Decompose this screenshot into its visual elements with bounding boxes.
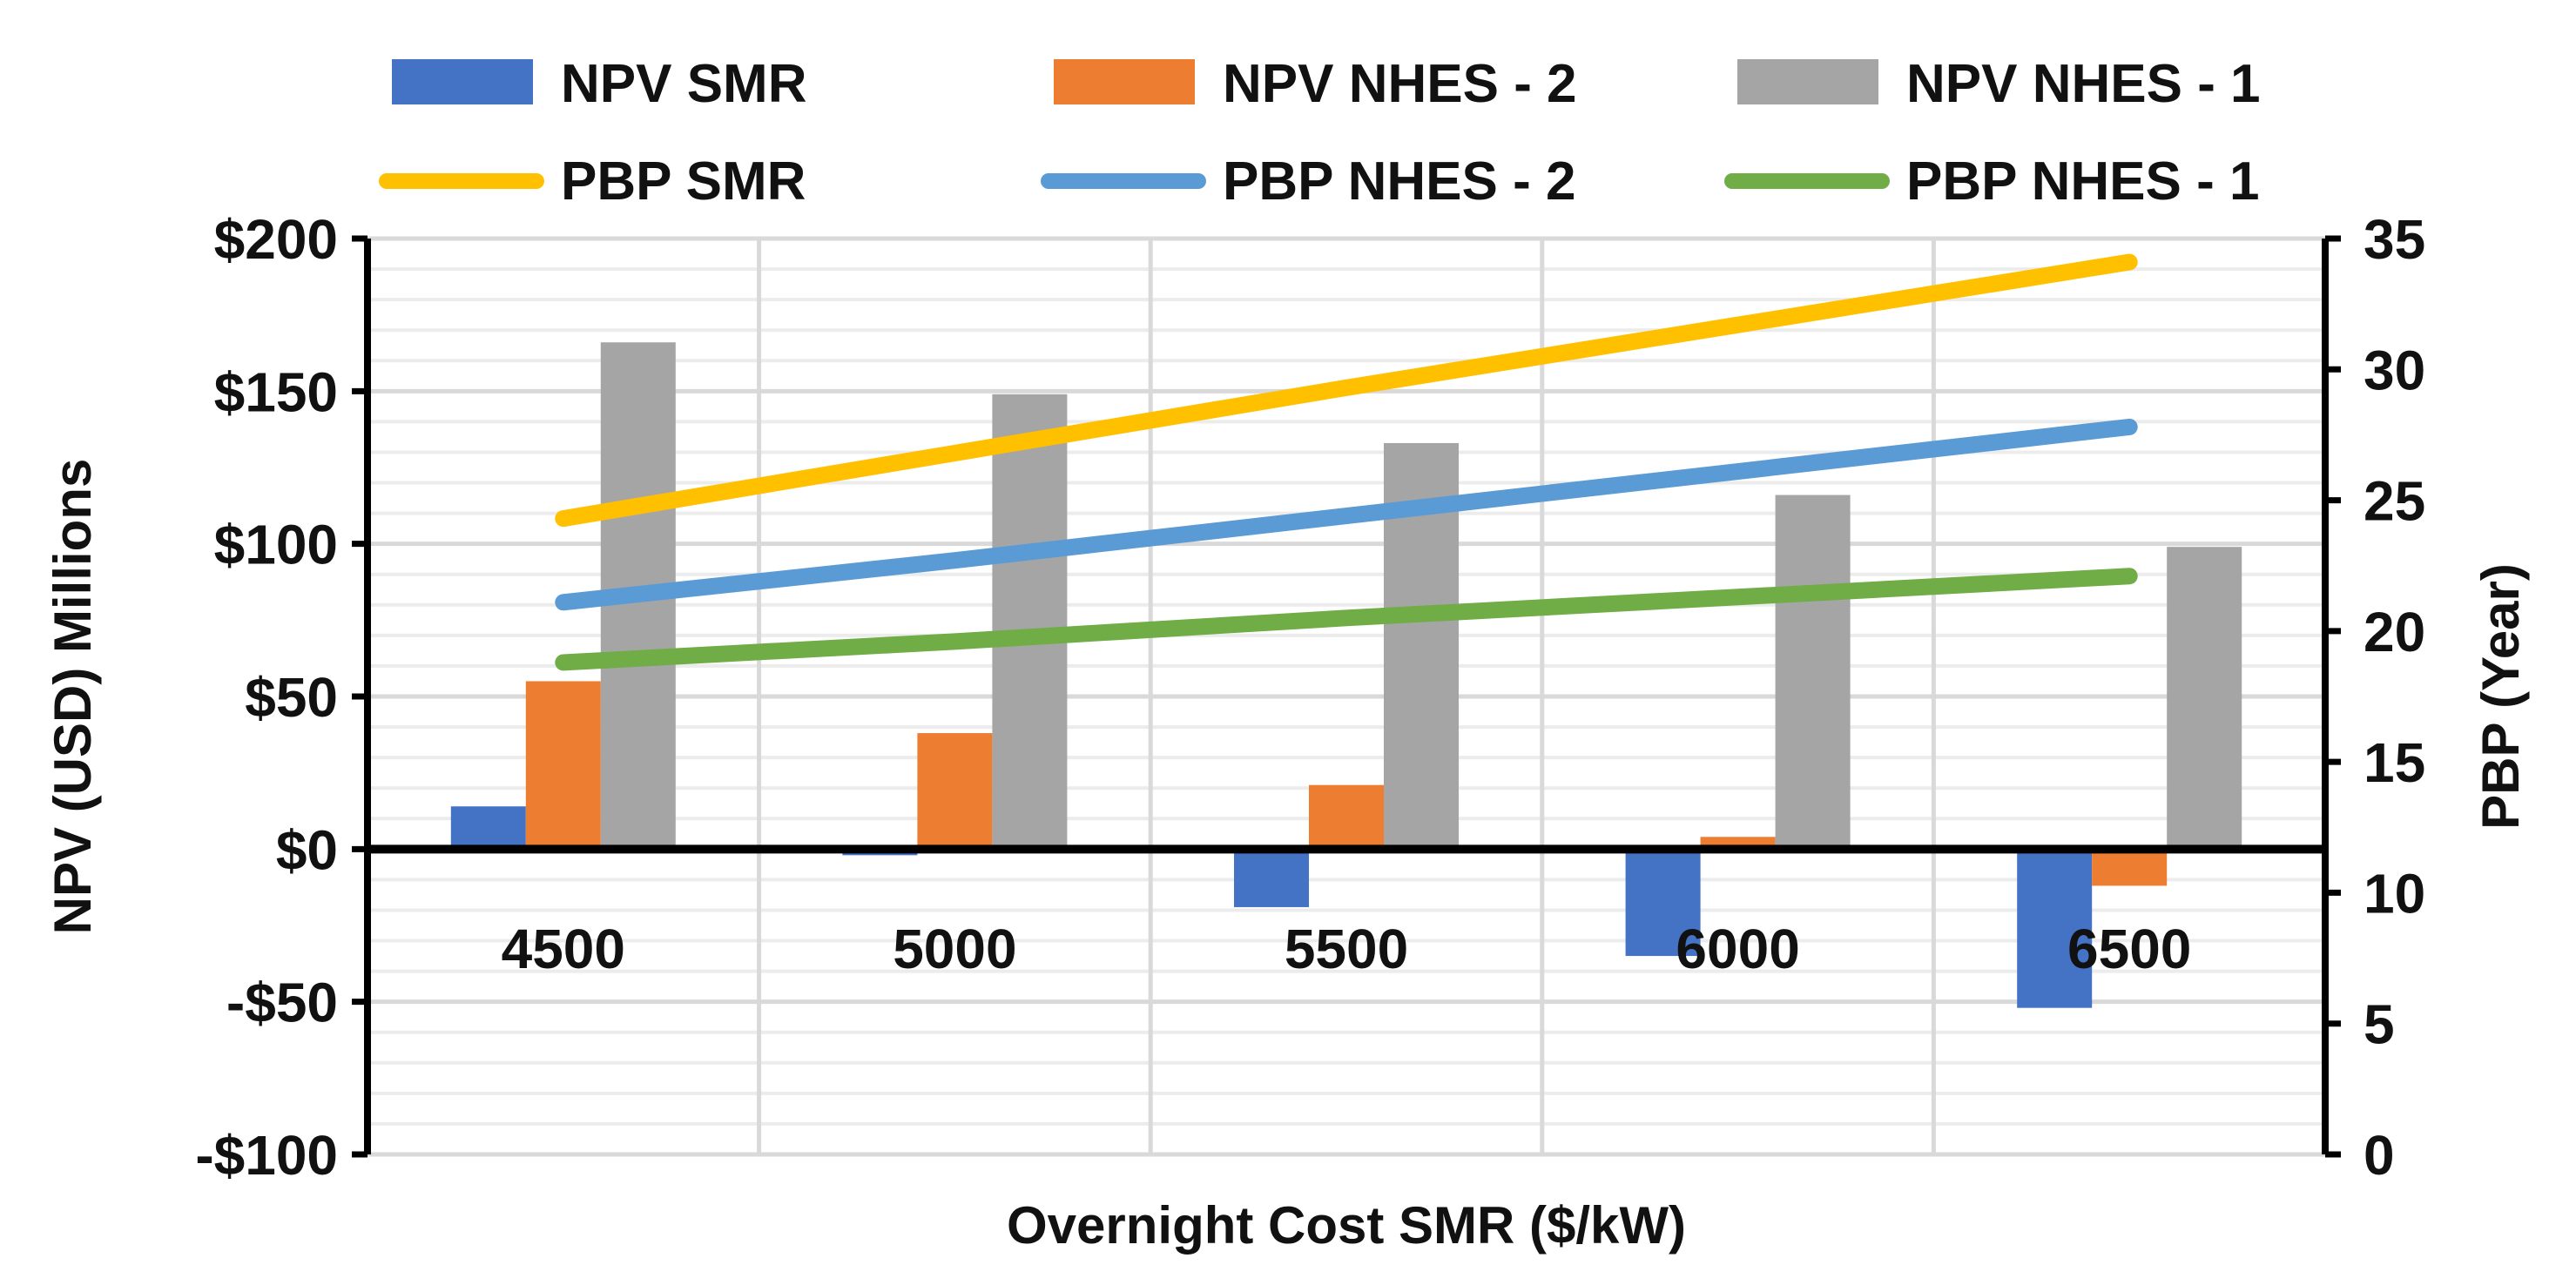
bar-npv-smr-5500	[1234, 849, 1309, 907]
axes	[352, 235, 2341, 1158]
left-tick-label-50: -$50	[226, 972, 338, 1034]
bar-series-group	[450, 342, 2242, 1008]
category-label-6000: 6000	[1676, 918, 1799, 980]
bar-npv-nhes-2-5500	[1309, 784, 1384, 850]
bar-npv-nhes-2-4500	[525, 681, 601, 850]
category-label-5500: 5500	[1285, 918, 1408, 980]
right-tick-label-25: 25	[2364, 470, 2425, 533]
x-axis-title: Overnight Cost SMR ($/kW)	[1007, 1196, 1686, 1255]
right-tick-label-0: 0	[2364, 1124, 2395, 1187]
right-tick-label-35: 35	[2364, 208, 2425, 271]
line-pbp-smr	[555, 253, 2138, 528]
bar-npv-nhes-1-6000	[1775, 494, 1851, 850]
right-tick-label-15: 15	[2364, 731, 2425, 794]
bar-npv-nhes-2-6500	[2092, 849, 2168, 886]
line-pbp-nhes-2	[555, 418, 2138, 611]
legend-swatch-npv-nhes-2	[1054, 59, 1195, 104]
bar-npv-smr-6500	[2017, 849, 2093, 1008]
axis-labels: -$100 -$50 $0 $50 $100 $150 $200 0 5 10 15 20 25 30 35…	[44, 208, 2530, 1255]
legend-label-npv-nhes-1: NPV NHES - 1	[1906, 54, 2261, 114]
legend-label-npv-smr: NPV SMR	[561, 54, 806, 114]
left-tick-label-200: $200	[214, 208, 338, 271]
category-label-5000: 5000	[893, 918, 1016, 980]
left-tick-label-100: $100	[214, 514, 338, 576]
line-series-group	[555, 253, 2138, 671]
category-label-6500: 6500	[2067, 918, 2191, 980]
left-tick-label-50: $50	[245, 666, 338, 729]
right-tick-label-30: 30	[2364, 339, 2425, 401]
right-tick-label-10: 10	[2364, 862, 2425, 925]
legend-label-pbp-smr: PBP SMR	[561, 151, 806, 212]
left-tick-label-0: $0	[276, 818, 338, 881]
right-axis-title: PBP (Year)	[2471, 563, 2530, 830]
bar-npv-nhes-2-5000	[917, 733, 993, 850]
left-tick-label-100: -$100	[195, 1124, 338, 1187]
bar-npv-smr-4500	[450, 806, 526, 850]
legend-label-npv-nhes-2: NPV NHES - 2	[1223, 54, 1577, 114]
legend-swatch-npv-nhes-1	[1737, 59, 1878, 104]
bar-npv-nhes-1-6500	[2167, 547, 2242, 850]
legend: NPV SMR NPV NHES - 2 NPV NHES - 1 PBP SMR PB…	[379, 54, 2261, 212]
category-label-4500: 4500	[502, 918, 625, 980]
legend-swatch-npv-smr	[392, 59, 533, 104]
right-tick-label-20: 20	[2364, 601, 2425, 663]
left-tick-label-150: $150	[214, 360, 338, 423]
left-axis-title: NPV (USD) Millions	[44, 459, 102, 935]
legend-label-pbp-nhes-1: PBP NHES - 1	[1906, 151, 2259, 212]
right-tick-label-5: 5	[2364, 993, 2395, 1056]
bar-npv-smr-6000	[1625, 849, 1701, 957]
legend-label-pbp-nhes-2: PBP NHES - 2	[1223, 151, 1575, 212]
line-pbp-nhes-1	[555, 568, 2138, 671]
bar-npv-nhes-1-5000	[992, 394, 1068, 850]
